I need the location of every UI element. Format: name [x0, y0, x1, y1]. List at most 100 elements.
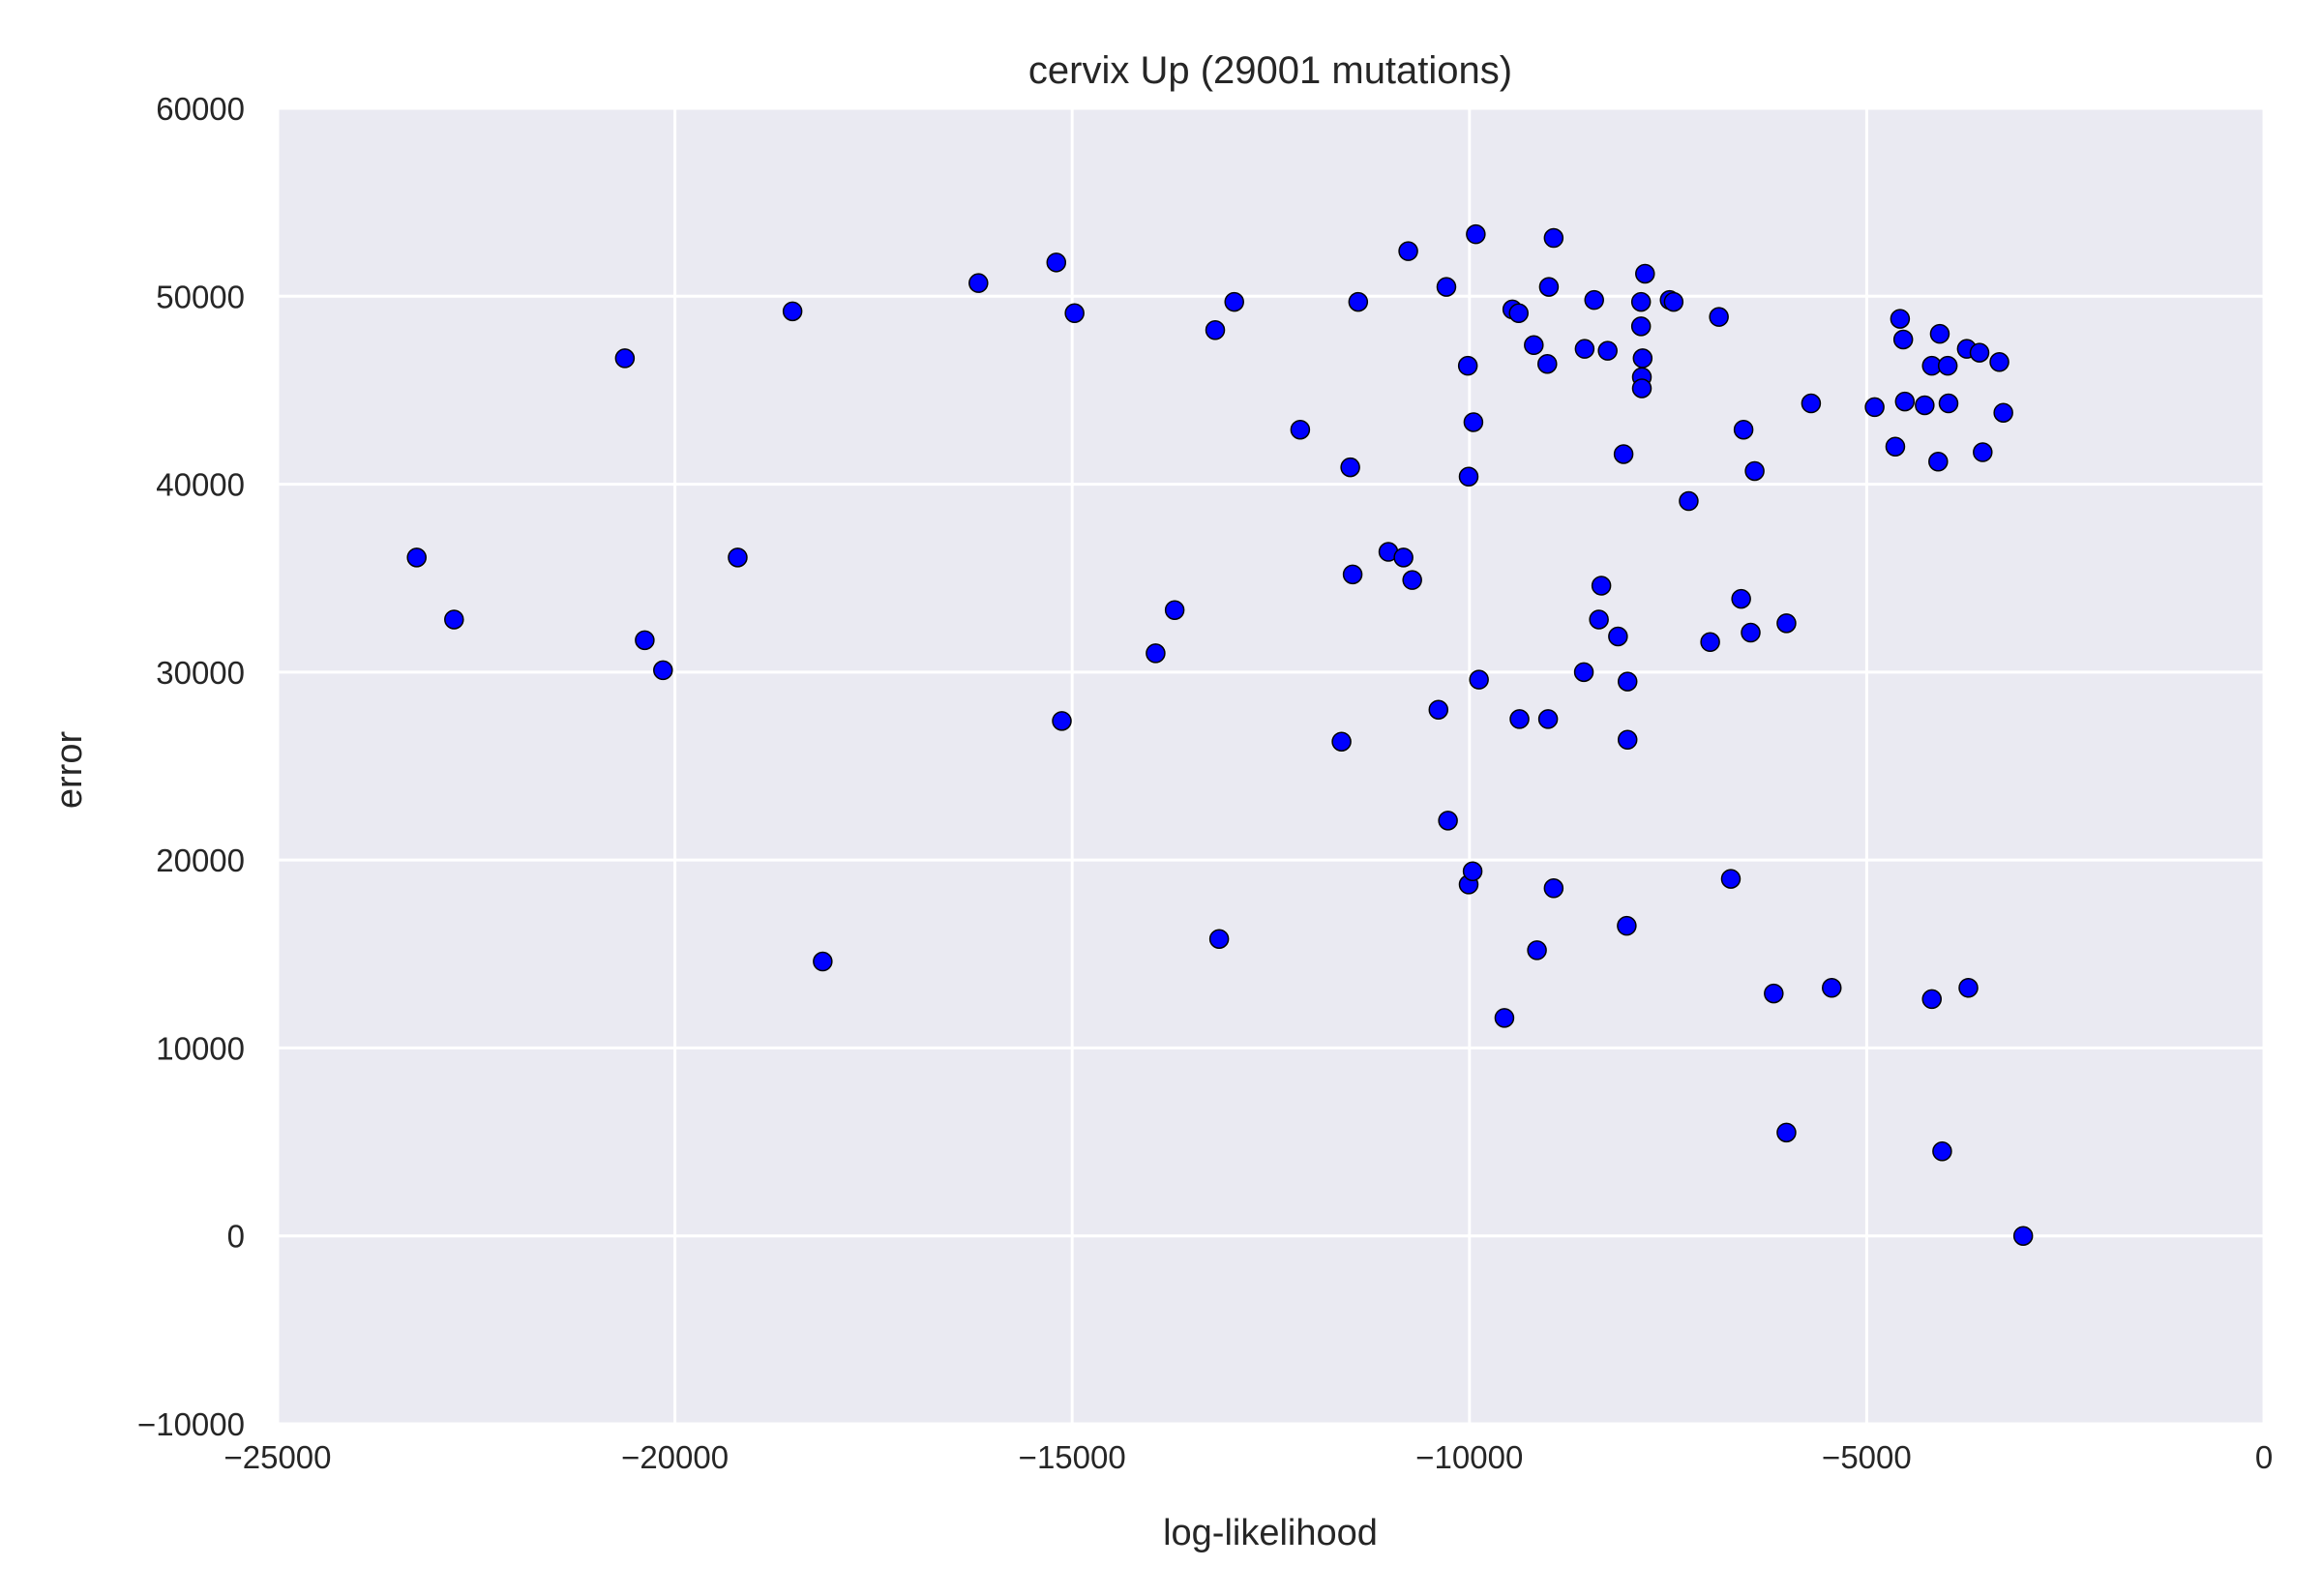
data-point [1776, 1122, 1797, 1143]
data-point [1630, 291, 1652, 312]
x-tick-labels: −25000 −20000 −15000 −10000 −5000 0 [223, 1439, 2273, 1475]
data-point [1428, 699, 1449, 720]
y-tick-label: −10000 [137, 1406, 245, 1442]
data-point [1764, 983, 1784, 1004]
data-point [1398, 241, 1418, 261]
data-point [1064, 303, 1085, 324]
data-point [1801, 393, 1822, 414]
data-point [968, 273, 989, 293]
data-point [1932, 1141, 1952, 1162]
data-point [1890, 309, 1911, 329]
data-point [1744, 460, 1765, 482]
data-point [1458, 466, 1479, 488]
data-point [1591, 576, 1612, 596]
data-point [1046, 252, 1067, 273]
data-point [1393, 547, 1414, 568]
data-point [1885, 436, 1906, 457]
data-point [1915, 395, 1935, 416]
data-point [1921, 989, 1942, 1010]
y-tick-label: 30000 [156, 655, 245, 691]
data-point [1543, 878, 1564, 899]
data-point [1741, 622, 1761, 643]
data-point [813, 951, 833, 972]
data-point [1864, 397, 1885, 418]
data-point [1733, 419, 1754, 440]
y-tick-label: 0 [227, 1219, 245, 1255]
data-point [1989, 352, 2009, 372]
data-point [1436, 277, 1457, 297]
y-tick-label: 50000 [156, 279, 245, 314]
data-point [1573, 662, 1594, 683]
chart-title: cervix Up (29001 mutations) [1028, 49, 1512, 92]
data-point [406, 547, 427, 568]
data-point [1613, 444, 1634, 464]
data-point [1631, 378, 1652, 399]
data-point [1543, 227, 1564, 249]
data-point [1208, 929, 1230, 949]
x-tick-label: −20000 [621, 1439, 729, 1475]
data-point [1469, 669, 1489, 690]
data-point [1342, 564, 1363, 585]
data-point [1776, 613, 1797, 634]
grid-lines [276, 106, 2266, 1426]
data-point [1679, 490, 1699, 512]
data-point [1508, 303, 1529, 324]
data-point [1402, 570, 1422, 590]
data-point [444, 609, 464, 630]
data-point [1462, 861, 1483, 882]
y-tick-label: 40000 [156, 467, 245, 503]
data-point [614, 348, 636, 369]
data-point [1466, 223, 1486, 245]
data-point [1537, 353, 1558, 374]
data-points [406, 223, 2034, 1246]
data-point [1457, 355, 1478, 376]
y-tick-label: 20000 [156, 842, 245, 878]
data-point [1164, 600, 1185, 620]
data-point [635, 630, 655, 651]
x-tick-label: 0 [2255, 1439, 2273, 1475]
data-point [1538, 277, 1560, 297]
data-point [1597, 340, 1618, 361]
data-point [782, 301, 803, 322]
data-point [1146, 643, 1166, 664]
data-point [1574, 339, 1595, 359]
data-point [1537, 709, 1559, 729]
data-point [2012, 1226, 2034, 1246]
data-point [1438, 811, 1458, 831]
x-tick-label: −10000 [1415, 1439, 1523, 1475]
y-axis-label: error [49, 731, 90, 810]
data-point [1632, 348, 1653, 369]
data-point [1340, 457, 1360, 478]
y-tick-label: 60000 [156, 91, 245, 127]
data-point [1205, 320, 1226, 340]
data-point [1958, 978, 1979, 998]
data-point [1331, 731, 1352, 752]
plot-background [278, 108, 2264, 1424]
data-point [1937, 355, 1958, 376]
x-tick-label: −15000 [1019, 1439, 1126, 1475]
x-tick-label: −25000 [223, 1439, 331, 1475]
data-point [1348, 291, 1369, 312]
data-point [1894, 391, 1916, 412]
data-point [1463, 412, 1484, 432]
data-point [1709, 307, 1729, 327]
data-point [1993, 402, 2013, 423]
data-point [1700, 632, 1720, 653]
data-point [1928, 452, 1949, 472]
data-point [1630, 316, 1652, 337]
data-point [1290, 419, 1311, 440]
data-point [1608, 626, 1628, 647]
data-point [1720, 869, 1742, 889]
data-point [1635, 263, 1655, 284]
y-tick-labels: −10000 0 10000 20000 30000 40000 50000 60000 [137, 91, 245, 1442]
data-point [1224, 291, 1244, 312]
data-point [1617, 729, 1638, 751]
data-point [1584, 289, 1604, 310]
data-point [1929, 323, 1950, 344]
data-point [1731, 588, 1751, 609]
data-point [1527, 940, 1547, 961]
data-point [1509, 709, 1530, 729]
data-point [1663, 291, 1684, 312]
x-axis-label: log-likelihood [1163, 1513, 1378, 1553]
